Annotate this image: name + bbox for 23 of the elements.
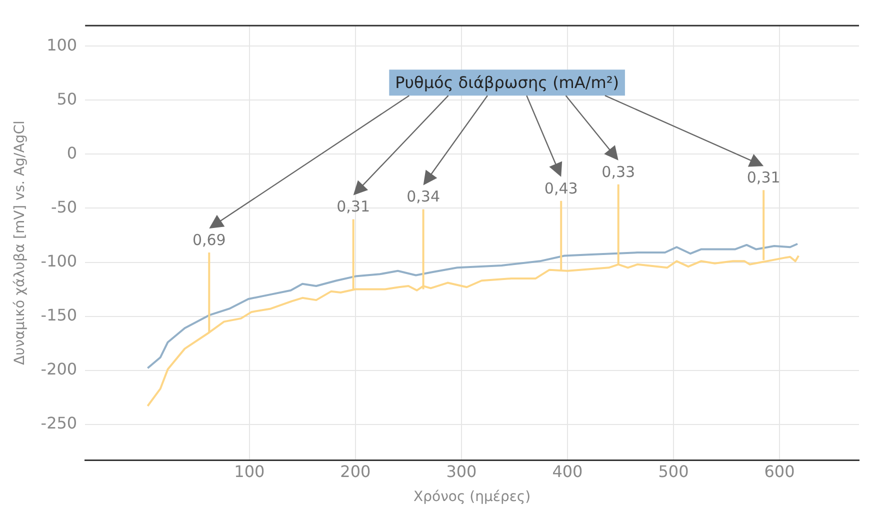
y-tick-label: -150 <box>40 305 78 324</box>
x-tick-label: 400 <box>552 462 583 481</box>
annotation: 0,33 <box>602 162 636 181</box>
y-axis-title: Δυναμικό χάλυβα [mV] vs. Ag/AgCl <box>12 120 28 365</box>
y-tick-label: 0 <box>66 143 78 162</box>
x-axis-title: Χρόνος (ημέρες) <box>414 489 531 506</box>
y-tick-label: -200 <box>40 359 78 378</box>
x-tick-label: 200 <box>340 462 371 481</box>
annotation: 0,34 <box>406 188 440 206</box>
x-tick-label: 500 <box>658 462 689 481</box>
x-tick-label: 100 <box>234 462 265 481</box>
y-tick-label: -250 <box>40 413 78 432</box>
x-tick-label: 300 <box>446 462 477 481</box>
y-tick-label: -50 <box>50 197 78 216</box>
x-tick-label: 600 <box>764 462 795 481</box>
y-tick-label: -100 <box>40 251 78 270</box>
y-tick-label: 100 <box>46 35 78 54</box>
annotation: Ρυθμός διάβρωσης (mA/m²) <box>395 72 619 92</box>
annotation: 0,69 <box>192 230 226 249</box>
annotation: 0,43 <box>544 179 578 198</box>
y-tick-label: 50 <box>56 89 78 108</box>
annotation: 0,31 <box>746 168 780 186</box>
annotation: 0,31 <box>336 198 370 216</box>
